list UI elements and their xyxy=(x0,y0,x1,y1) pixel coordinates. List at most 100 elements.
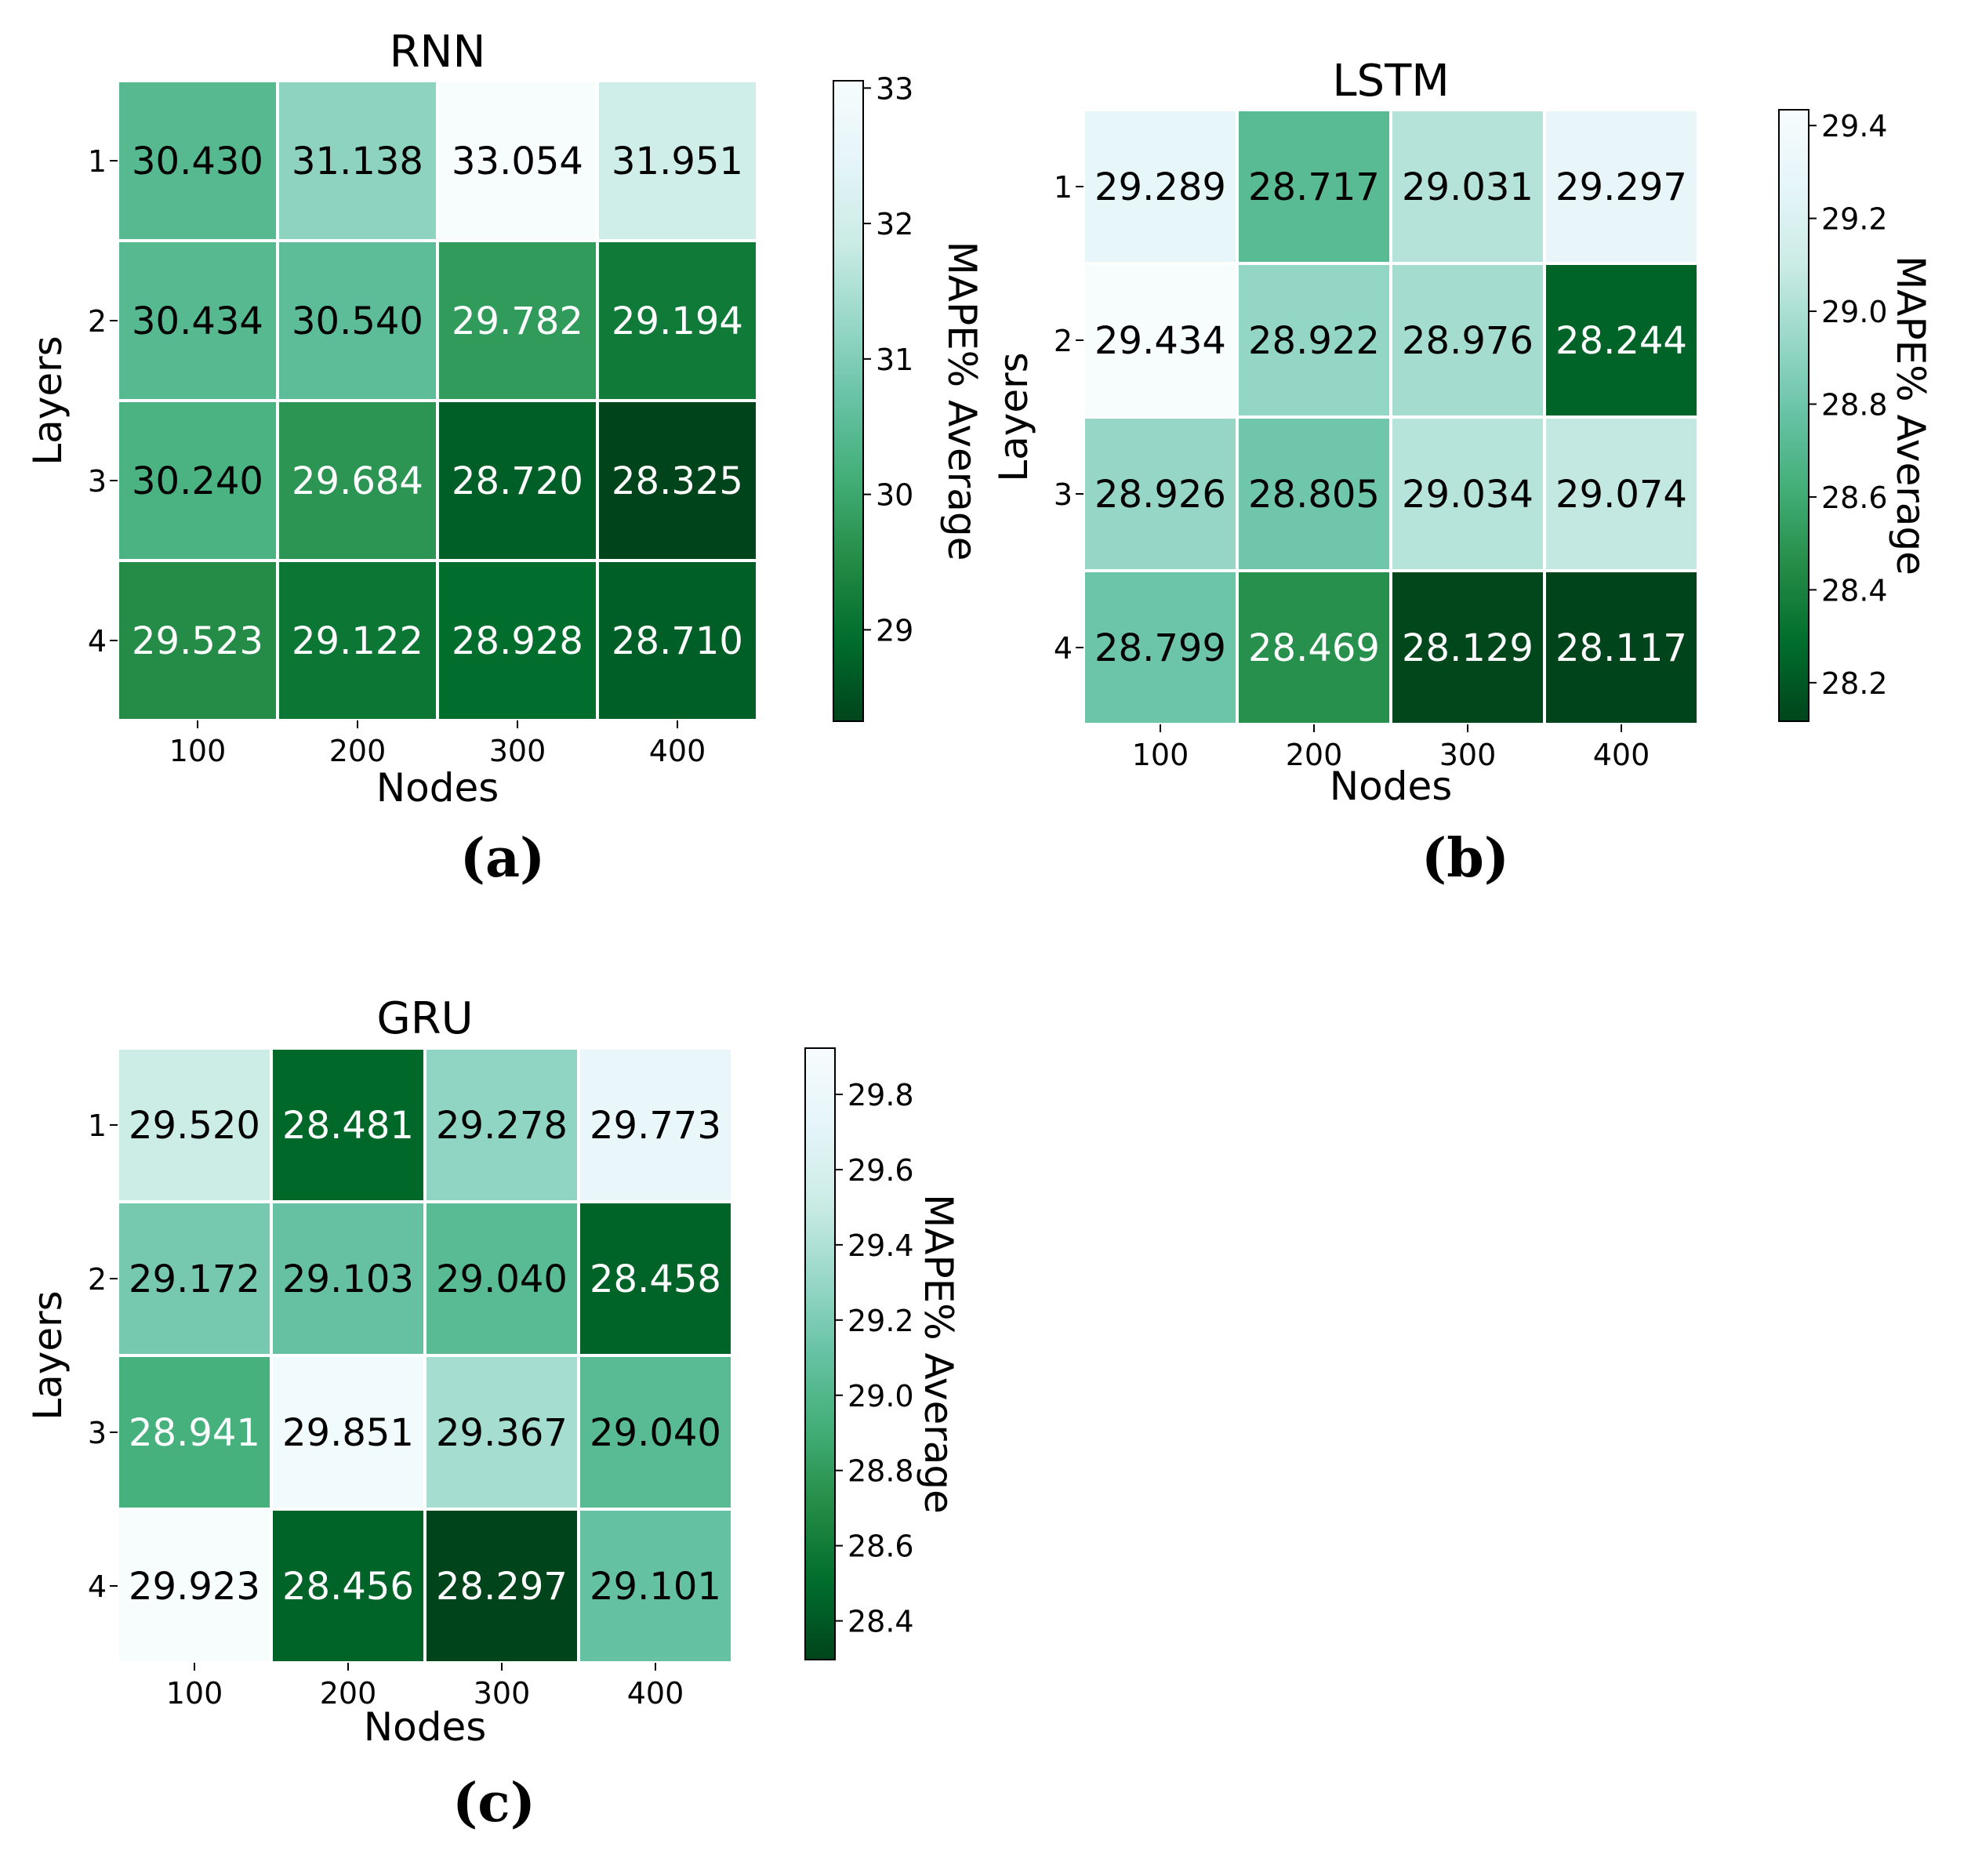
cell-value-label: 29.122 xyxy=(292,619,423,663)
colorbar-tick-label: 29.4 xyxy=(1821,109,1888,143)
colorbar xyxy=(804,1047,836,1660)
heatmap-cell xyxy=(270,1200,427,1357)
cell-value-label: 28.799 xyxy=(1094,626,1226,670)
panel-caption: (c) xyxy=(452,1772,535,1834)
cell-value-label: 31.138 xyxy=(292,140,423,183)
colorbar-tick-label: 28.8 xyxy=(848,1454,914,1489)
x-tick-label: 400 xyxy=(627,1676,684,1711)
cell-value-label: 29.034 xyxy=(1402,473,1534,517)
cell-value-label: 29.289 xyxy=(1094,165,1226,209)
x-tick-label: 300 xyxy=(474,1676,531,1711)
y-tick-label: 2 xyxy=(88,304,107,339)
y-tick-label: 3 xyxy=(1054,477,1073,512)
cell-value-label: 28.720 xyxy=(452,459,583,503)
cell-value-label: 30.240 xyxy=(132,459,263,503)
y-tick-label: 1 xyxy=(88,1109,107,1143)
heatmap-cell xyxy=(116,1047,273,1203)
cell-value-label: 28.717 xyxy=(1248,165,1380,209)
colorbar xyxy=(833,80,864,722)
cell-value-label: 28.976 xyxy=(1402,319,1534,363)
cell-value-label: 29.172 xyxy=(129,1257,260,1301)
x-tick-label: 400 xyxy=(1593,738,1650,772)
cell-value-label: 29.031 xyxy=(1402,165,1534,209)
cell-value-label: 28.117 xyxy=(1555,626,1687,670)
cell-value-label: 30.430 xyxy=(132,140,263,183)
x-tick-label: 200 xyxy=(320,1676,377,1711)
colorbar-tick-label: 29.4 xyxy=(848,1228,914,1263)
heatmap-cell xyxy=(596,79,759,242)
cell-value-label: 28.469 xyxy=(1248,626,1380,670)
colorbar-tick-label: 29.0 xyxy=(848,1379,914,1413)
cell-value-label: 29.851 xyxy=(282,1411,414,1455)
cell-value-label: 28.244 xyxy=(1555,319,1687,363)
x-tick-label: 400 xyxy=(649,734,706,768)
chart-title: LSTM xyxy=(1332,56,1449,107)
colorbar-label: MAPE% Average xyxy=(916,1194,961,1514)
heatmap-cell xyxy=(577,1200,734,1357)
cell-value-label: 29.297 xyxy=(1555,165,1687,209)
heatmap-cell xyxy=(116,1354,273,1511)
heatmap-cell xyxy=(270,1354,427,1511)
cell-value-label: 28.710 xyxy=(612,619,743,663)
heatmap-cell xyxy=(423,1354,580,1511)
cell-value-label: 28.928 xyxy=(452,619,583,663)
heatmap-cell xyxy=(1082,415,1239,572)
y-tick-label: 1 xyxy=(88,144,107,179)
heatmap-panel-rnn: RNN 30.430 31.138 33.054 31.951 30.434 30.540 2… xyxy=(25,27,985,890)
colorbar-tick-label: 29.2 xyxy=(1821,202,1888,237)
colorbar-tick-label: 29.8 xyxy=(848,1078,914,1112)
colorbar-tick-label: 33 xyxy=(876,71,913,106)
cell-value-label: 29.040 xyxy=(590,1411,721,1455)
x-tick-label: 100 xyxy=(166,1676,223,1711)
y-tick-label: 4 xyxy=(1054,631,1073,666)
cell-value-label: 29.101 xyxy=(590,1565,721,1609)
heatmap-cell xyxy=(1236,415,1392,572)
colorbar-tick-label: 29.6 xyxy=(848,1153,914,1188)
cell-value-label: 30.434 xyxy=(132,299,263,343)
colorbar-tick-label: 30 xyxy=(876,478,913,513)
y-tick-label: 2 xyxy=(88,1262,107,1297)
colorbar-tick-label: 29 xyxy=(876,613,913,648)
y-axis-label: Layers xyxy=(25,336,71,465)
cell-value-label: 29.040 xyxy=(436,1257,568,1301)
cell-value-label: 28.926 xyxy=(1094,473,1226,517)
cell-value-label: 31.951 xyxy=(612,140,743,183)
chart-title: GRU xyxy=(376,993,473,1044)
cell-value-label: 28.941 xyxy=(129,1411,260,1455)
heatmap-panel-lstm: LSTM 29.289 28.717 29.031 29.297 29.4 3 4 28.922… xyxy=(991,56,1933,890)
x-tick-label: 100 xyxy=(1132,738,1189,772)
colorbar-tick-label: 28.2 xyxy=(1821,666,1888,701)
x-axis-label: Nodes xyxy=(376,765,499,811)
cell-value-label: 29.520 xyxy=(129,1104,260,1148)
cell-value-label: 33.054 xyxy=(452,140,583,183)
cell-value-label: 28.922 xyxy=(1248,319,1380,363)
colorbar-tick-label: 29.0 xyxy=(1821,295,1888,329)
heatmap-cell xyxy=(1543,415,1700,572)
heatmap-cell xyxy=(423,1508,580,1664)
y-tick-label: 3 xyxy=(88,464,107,499)
heatmap-cell xyxy=(596,239,759,402)
heatmap-cell xyxy=(1082,108,1239,265)
heatmap-cell xyxy=(276,399,439,562)
heatmap-cell xyxy=(276,239,439,402)
colorbar-tick-label: 28.6 xyxy=(848,1529,914,1564)
heatmap-cell xyxy=(1543,108,1700,265)
y-axis-label: Layers xyxy=(25,1290,71,1420)
x-axis-label: Nodes xyxy=(1330,764,1453,809)
panel-caption: (a) xyxy=(460,827,545,890)
y-tick-label: 3 xyxy=(88,1416,107,1450)
x-tick-label: 300 xyxy=(489,734,546,768)
colorbar-tick-label: 32 xyxy=(876,207,913,241)
cell-value-label: 28.481 xyxy=(282,1104,414,1148)
y-tick-label: 2 xyxy=(1054,324,1073,358)
colorbar-tick-label: 28.4 xyxy=(848,1605,914,1639)
cell-value-label: 29.782 xyxy=(452,299,583,343)
x-tick-label: 200 xyxy=(329,734,387,768)
heatmap-cell xyxy=(1236,108,1392,265)
y-tick-label: 4 xyxy=(88,1569,107,1604)
cell-value-label: 29.367 xyxy=(436,1411,568,1455)
colorbar-tick-label: 31 xyxy=(876,343,913,377)
x-axis-label: Nodes xyxy=(364,1704,487,1750)
heatmap-cell xyxy=(1389,108,1546,265)
